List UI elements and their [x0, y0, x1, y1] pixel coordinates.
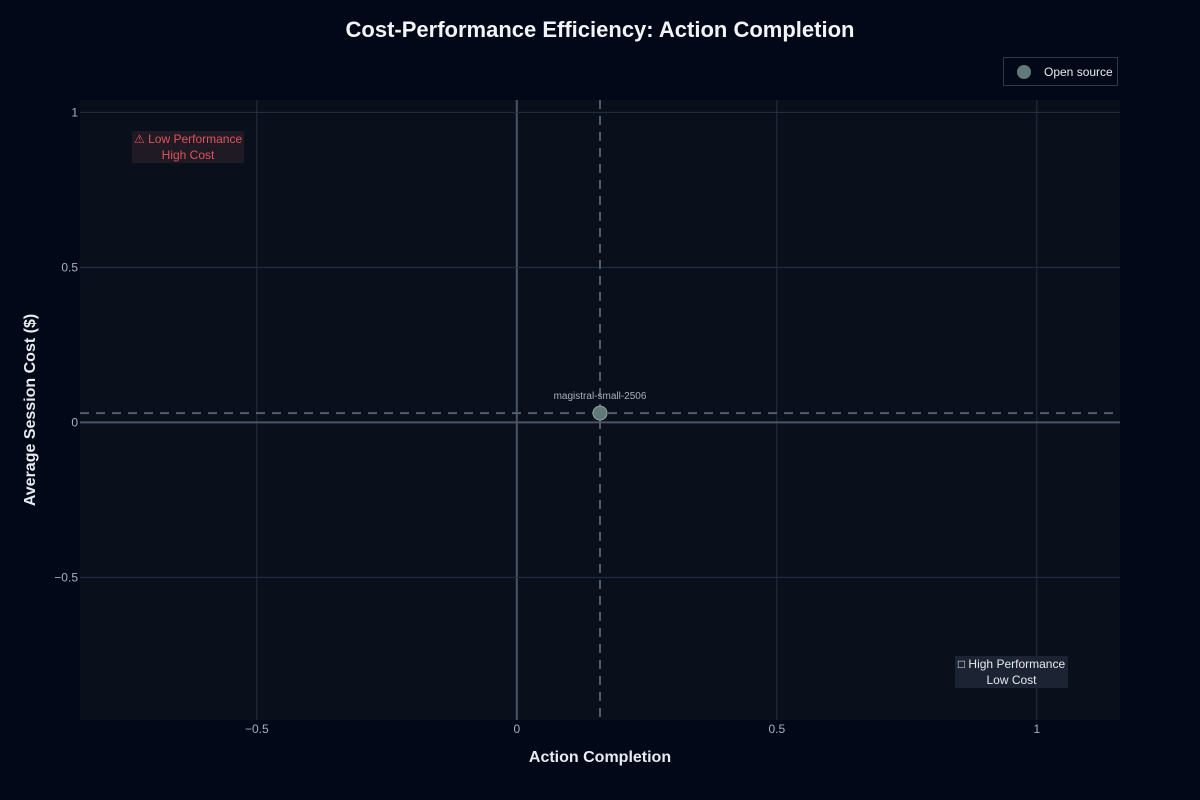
y-axis-label: Average Session Cost ($) [22, 314, 39, 506]
y-tick-label: 0 [71, 415, 78, 429]
annotation-high-performance-low-cost: □ High Performance Low Cost [955, 656, 1068, 688]
annotation-good-line2: Low Cost [986, 673, 1037, 687]
x-tick-label: 1 [1033, 722, 1040, 736]
legend-marker-open-source [1017, 65, 1031, 79]
data-point [592, 405, 608, 421]
annotation-bad-line2: High Cost [161, 148, 215, 162]
y-tick-label: −0.5 [54, 570, 78, 584]
data-point-label: magistral-small-2506 [554, 391, 647, 402]
annotation-low-performance-high-cost: ⚠ Low Performance High Cost [132, 131, 244, 163]
y-tick-label: 1 [71, 105, 78, 119]
x-tick-label: 0.5 [768, 722, 785, 736]
y-tick-label: 0.5 [61, 260, 78, 274]
chart-title: Cost-Performance Efficiency: Action Comp… [345, 17, 855, 42]
legend-label-open-source[interactable]: Open source [1044, 65, 1113, 79]
legend[interactable]: Open source [1003, 57, 1118, 86]
annotation-bad-line1: ⚠ Low Performance [134, 132, 243, 146]
x-tick-label: 0 [513, 722, 520, 736]
x-tick-label: −0.5 [245, 722, 269, 736]
annotation-good-line1: □ High Performance [957, 657, 1066, 671]
x-axis-label: Action Completion [529, 749, 671, 766]
